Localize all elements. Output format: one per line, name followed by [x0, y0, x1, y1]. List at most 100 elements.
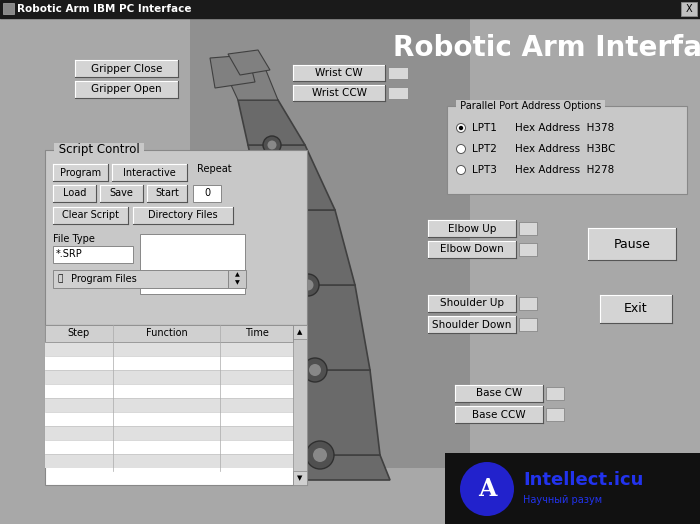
- Bar: [546, 387, 564, 400]
- Text: LPT1: LPT1: [472, 123, 497, 133]
- Bar: [53, 207, 128, 224]
- Bar: [147, 185, 187, 202]
- Text: Parallel Port Address Options: Parallel Port Address Options: [457, 101, 604, 111]
- Bar: [445, 453, 700, 524]
- Circle shape: [458, 126, 463, 130]
- Polygon shape: [268, 285, 370, 370]
- Circle shape: [297, 274, 319, 296]
- Circle shape: [263, 136, 281, 154]
- Bar: [45, 426, 293, 440]
- Bar: [190, 18, 470, 468]
- Text: ▼: ▼: [234, 280, 239, 286]
- Text: Load: Load: [63, 189, 86, 199]
- Text: Intellect.icu: Intellect.icu: [523, 471, 643, 489]
- Circle shape: [303, 358, 327, 382]
- Text: Clear Script: Clear Script: [62, 211, 119, 221]
- Bar: [519, 243, 537, 256]
- Text: ▲: ▲: [298, 329, 302, 335]
- Bar: [294, 66, 386, 82]
- Polygon shape: [248, 145, 335, 210]
- Bar: [455, 406, 543, 423]
- Bar: [76, 82, 179, 99]
- Polygon shape: [238, 100, 305, 145]
- Text: Wrist CW: Wrist CW: [315, 68, 363, 78]
- Bar: [45, 325, 293, 342]
- Bar: [101, 186, 144, 203]
- Bar: [589, 229, 677, 261]
- Bar: [148, 186, 188, 203]
- Bar: [293, 325, 307, 485]
- Text: Step: Step: [68, 329, 90, 339]
- Circle shape: [460, 462, 514, 516]
- Bar: [3, 3, 14, 14]
- Bar: [45, 150, 307, 325]
- Bar: [113, 165, 188, 182]
- Bar: [100, 185, 143, 202]
- Bar: [45, 440, 293, 454]
- Bar: [76, 61, 179, 78]
- Bar: [53, 246, 133, 263]
- Text: Function: Function: [146, 329, 188, 339]
- Bar: [588, 228, 676, 260]
- Bar: [429, 242, 517, 259]
- Bar: [45, 370, 293, 384]
- Circle shape: [267, 140, 276, 149]
- Bar: [0, 0, 700, 18]
- Text: Elbow Up: Elbow Up: [448, 224, 496, 234]
- Bar: [447, 106, 687, 194]
- Text: Directory Files: Directory Files: [148, 211, 218, 221]
- Bar: [228, 270, 246, 288]
- Bar: [193, 185, 221, 202]
- Bar: [45, 454, 293, 468]
- Circle shape: [302, 279, 314, 290]
- Text: Gripper Open: Gripper Open: [91, 84, 162, 94]
- Text: Base CW: Base CW: [476, 388, 522, 398]
- Text: Interactive: Interactive: [123, 168, 176, 178]
- Text: Save: Save: [110, 189, 134, 199]
- Text: Hex Address  H3BC: Hex Address H3BC: [515, 144, 615, 154]
- Text: LPT2: LPT2: [472, 144, 497, 154]
- Text: Script Control: Script Control: [55, 144, 144, 157]
- Bar: [45, 356, 293, 370]
- Bar: [429, 221, 517, 238]
- Bar: [546, 408, 564, 421]
- Polygon shape: [228, 50, 270, 75]
- Circle shape: [456, 124, 466, 133]
- Bar: [54, 186, 97, 203]
- Bar: [45, 325, 307, 485]
- Bar: [45, 384, 293, 398]
- Polygon shape: [225, 68, 278, 100]
- Polygon shape: [255, 455, 390, 480]
- Text: 0: 0: [204, 188, 210, 198]
- Bar: [54, 165, 109, 182]
- Text: Robotic Arm Interface: Robotic Arm Interface: [393, 34, 700, 62]
- Bar: [456, 386, 544, 403]
- Circle shape: [306, 441, 334, 469]
- Bar: [45, 398, 293, 412]
- Text: Wrist CCW: Wrist CCW: [312, 88, 367, 98]
- Bar: [388, 87, 408, 99]
- Bar: [600, 295, 672, 323]
- Text: Hex Address  H378: Hex Address H378: [515, 123, 615, 133]
- Circle shape: [313, 448, 327, 462]
- Bar: [428, 295, 516, 312]
- Text: Program: Program: [60, 168, 101, 178]
- Text: X: X: [686, 4, 692, 14]
- Text: A: A: [478, 477, 496, 501]
- Bar: [112, 164, 187, 181]
- Bar: [519, 318, 537, 331]
- Bar: [428, 316, 516, 333]
- Bar: [601, 296, 673, 324]
- Polygon shape: [262, 210, 355, 285]
- Bar: [455, 385, 543, 402]
- Bar: [293, 325, 307, 339]
- Circle shape: [309, 364, 321, 376]
- Bar: [519, 297, 537, 310]
- Bar: [293, 65, 385, 81]
- Text: Repeat: Repeat: [197, 164, 232, 174]
- Text: Elbow Down: Elbow Down: [440, 245, 504, 255]
- Bar: [53, 185, 96, 202]
- Text: Shoulder Down: Shoulder Down: [433, 320, 512, 330]
- Text: Hex Address  H278: Hex Address H278: [515, 165, 615, 175]
- Bar: [45, 342, 293, 356]
